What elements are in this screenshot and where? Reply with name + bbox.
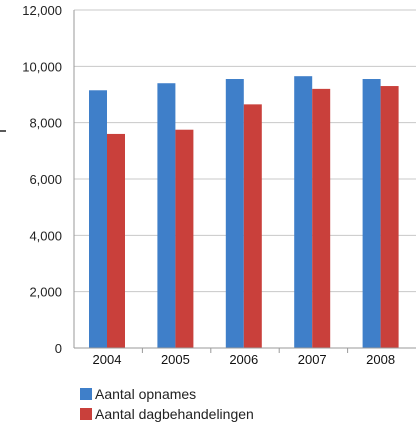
y-tick-label: 12,000: [22, 3, 62, 18]
bar-dagbehandelingen-2007: [312, 88, 331, 348]
bar-opnames-2004: [89, 90, 107, 349]
legend-item-opnames: Aantal opnames: [80, 384, 254, 404]
legend-swatch-opnames: [80, 388, 92, 400]
legend-label-dagbehandelingen: Aantal dagbehandelingen: [95, 406, 254, 422]
bar-opnames-2008: [362, 79, 381, 348]
x-tick-label: 2004: [93, 352, 122, 367]
y-tick-label: 8,000: [29, 116, 62, 131]
legend: Aantal opnames Aantal dagbehandelingen: [80, 384, 254, 424]
x-tick-label: 2007: [298, 352, 327, 367]
bar-opnames-2007: [294, 76, 313, 349]
y-tick-label: 4,000: [29, 228, 62, 243]
legend-label-opnames: Aantal opnames: [95, 386, 197, 402]
y-tick-labels: 0 2,000 4,000 6,000 8,000 10,000 12,000: [22, 3, 62, 356]
bar-dagbehandelingen-2004: [107, 133, 125, 348]
bar-dagbehandelingen-2005: [175, 129, 194, 348]
axes: [0, 10, 416, 349]
x-tick-label: 2006: [229, 352, 258, 367]
x-tick-label: 2008: [366, 352, 395, 367]
bar-dagbehandelingen-2008: [380, 86, 399, 349]
bars: [89, 76, 399, 349]
x-tick-labels: 2004 2005 2006 2007 2008: [93, 348, 395, 367]
bar-opnames-2006: [225, 79, 244, 348]
y-tick-label: 6,000: [29, 172, 62, 187]
x-tick-label: 2005: [161, 352, 190, 367]
bar-opnames-2005: [157, 83, 176, 348]
legend-swatch-dagbehandelingen: [80, 408, 92, 420]
y-tick-label: 0: [55, 341, 62, 356]
y-tick-label: 10,000: [22, 59, 62, 74]
y-tick-label: 2,000: [29, 285, 62, 300]
legend-item-dagbehandelingen: Aantal dagbehandelingen: [80, 404, 254, 424]
bar-dagbehandelingen-2006: [243, 104, 262, 348]
